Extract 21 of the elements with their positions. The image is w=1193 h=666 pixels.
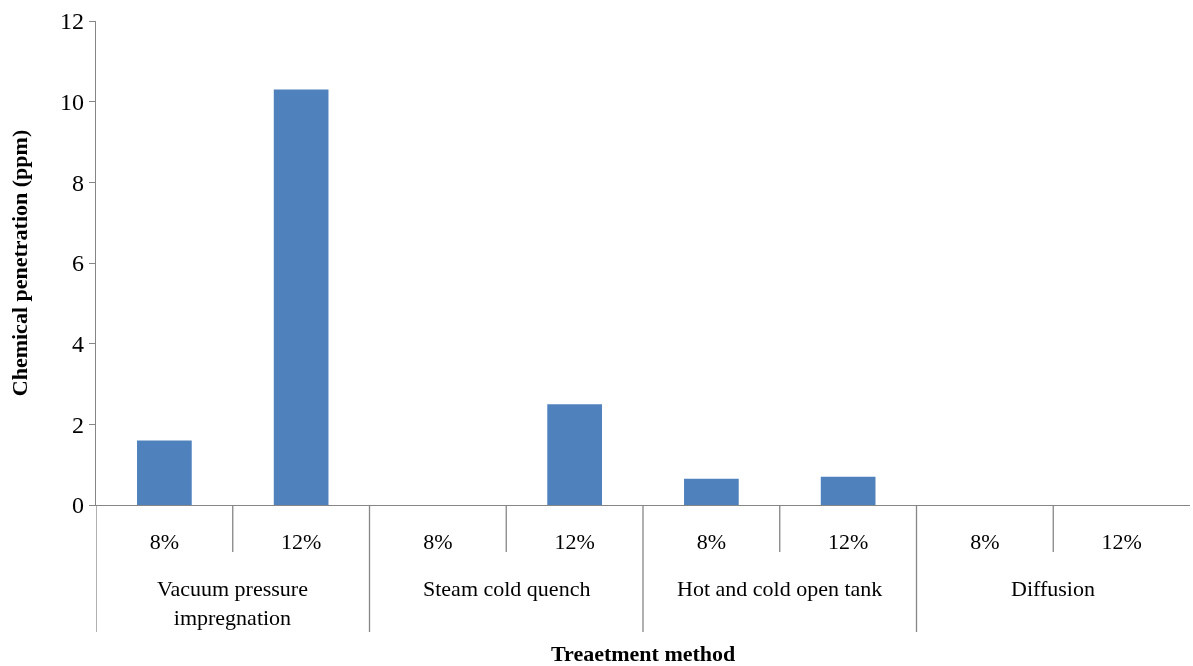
x-tick-label: 12%	[554, 528, 595, 554]
x-tick-label: 12%	[280, 528, 322, 554]
x-tick-label: 12%	[827, 528, 869, 554]
y-tick-label: 6	[72, 250, 85, 277]
y-tick-label: 8	[72, 169, 85, 196]
y-tick-label: 4	[72, 331, 85, 358]
y-tick-label: 12	[60, 8, 85, 35]
y-tick-label: 0	[72, 492, 85, 519]
text: Hot and cold open tank	[677, 576, 883, 601]
y-tick-label: 10	[60, 89, 85, 116]
x-tick-label: 8%	[149, 528, 180, 554]
x-tick-label: 8%	[970, 528, 1000, 554]
y-axis-title: Chemical penetration (ppm)	[6, 129, 32, 397]
text: Steam cold quench	[423, 576, 591, 601]
x-tick-label: 8%	[696, 528, 727, 554]
text: Diffusion	[1011, 576, 1095, 601]
x-axis-title: Treaetment method	[551, 641, 736, 666]
text: Vacuum pressure impregnation	[157, 576, 308, 630]
x-tick-label: 12%	[1101, 528, 1142, 554]
y-tick-label: 2	[72, 411, 85, 438]
x-tick-label: 8%	[423, 528, 453, 554]
